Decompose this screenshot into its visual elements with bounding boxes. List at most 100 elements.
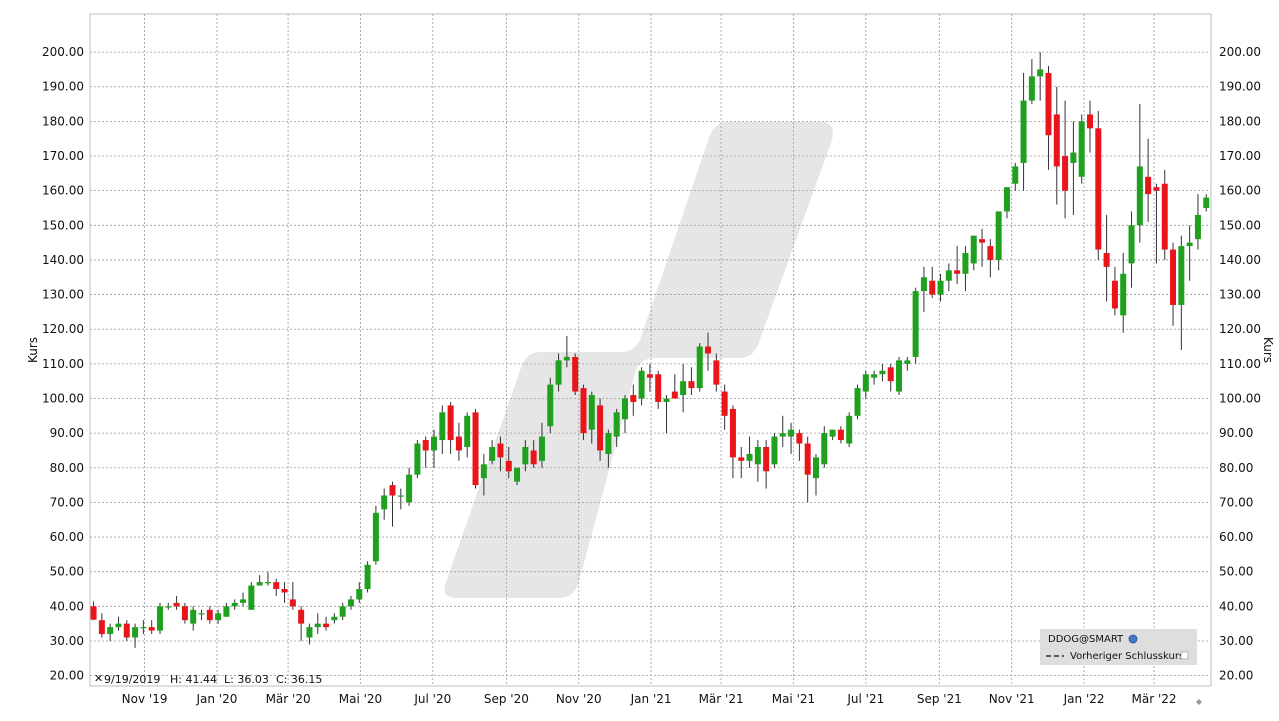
candle-body-up [605, 433, 612, 454]
candle [671, 374, 678, 399]
candle [190, 606, 197, 631]
scroll-right-arrow-icon[interactable] [1196, 699, 1202, 705]
candle-body-up [406, 474, 413, 503]
candle [538, 422, 545, 468]
candle-body-up [314, 623, 321, 628]
candle [1070, 121, 1077, 215]
candle-body-down [954, 270, 961, 274]
candle [1120, 253, 1127, 333]
candle [970, 235, 977, 271]
candle [289, 582, 296, 610]
candles-group [90, 52, 1210, 648]
y-tick-label: 150.00 [42, 218, 84, 232]
candle-body-up [588, 395, 595, 430]
candle [397, 488, 404, 510]
candle [705, 332, 712, 371]
candle [356, 582, 363, 603]
candle-body-up [1028, 76, 1035, 101]
candle-body-up [347, 599, 354, 607]
candle-body-up [431, 436, 438, 451]
y-tick-label: 70.00 [1219, 495, 1253, 509]
candle-body-up [381, 495, 388, 510]
y-tick-label: 170.00 [1219, 149, 1261, 163]
x-tick-label: Nov '19 [122, 692, 168, 706]
candle [372, 505, 379, 565]
candle-body-up [364, 564, 371, 590]
candle [829, 429, 836, 441]
candle [1020, 72, 1027, 191]
y-tick-label: 50.00 [50, 565, 84, 579]
candle [771, 433, 778, 468]
plot-frame [89, 13, 1212, 687]
y-tick-label: 200.00 [42, 45, 84, 59]
candle-body-down [206, 609, 213, 621]
candle-body-down [804, 443, 811, 475]
candle [1178, 235, 1185, 350]
candle-body-up [896, 360, 903, 392]
candle [688, 367, 695, 396]
candle-body-up [821, 433, 828, 465]
candle-body-up [912, 291, 919, 357]
candle [115, 616, 122, 631]
candle [132, 623, 139, 648]
y-tick-label: 20.00 [1219, 669, 1253, 683]
candle-body-up [156, 606, 163, 631]
candle [879, 363, 886, 382]
candle-body-up [862, 374, 869, 392]
y-tick-label: 190.00 [1219, 80, 1261, 94]
candle-body-down [572, 356, 579, 392]
candle-body-up [970, 235, 977, 264]
y-tick-label: 40.00 [50, 599, 84, 613]
candle [1136, 104, 1143, 243]
candle [796, 429, 803, 461]
close-x-icon[interactable]: ✕ [94, 672, 103, 685]
candle [1111, 266, 1118, 316]
candle-body-up [1203, 197, 1210, 208]
candle-body-up [846, 415, 853, 444]
x-tick-label: Jul '20 [413, 692, 451, 706]
candle-body-up [248, 585, 255, 610]
candle [480, 453, 487, 496]
candle-body-up [1078, 121, 1085, 177]
candle-body-down [721, 391, 728, 416]
candle-body-up [613, 412, 620, 437]
x-tick-label: Nov '21 [989, 692, 1035, 706]
globe-icon[interactable] [1128, 634, 1138, 644]
candle-body-down [389, 485, 396, 496]
candle-body-up [563, 356, 570, 361]
candle-body-up [547, 384, 554, 427]
candle [140, 620, 147, 635]
candle [206, 606, 213, 624]
candle [414, 440, 421, 479]
candle [837, 426, 844, 444]
candle-body-down [705, 346, 712, 354]
candle-body-up [995, 211, 1002, 260]
checkbox-icon[interactable] [1180, 651, 1189, 660]
candle [489, 440, 496, 465]
candle-body-up [1136, 166, 1143, 226]
candle [821, 426, 828, 468]
candle-body-down [1145, 176, 1152, 195]
candle [572, 353, 579, 396]
y-tick-label: 130.00 [1219, 288, 1261, 302]
candle [173, 595, 180, 610]
candle [995, 211, 1002, 271]
candle [987, 239, 994, 278]
candle-body-up [414, 443, 421, 475]
candle-body-up [215, 613, 222, 621]
y-tick-label: 140.00 [1219, 253, 1261, 267]
candle-body-up [962, 253, 969, 274]
candle-body-up [514, 467, 521, 482]
x-tick-label: Sep '21 [917, 692, 962, 706]
candle [962, 246, 969, 292]
candle-body-up [696, 346, 703, 389]
candle [422, 436, 429, 468]
candle-body-up [920, 277, 927, 292]
candle-body-down [422, 440, 429, 451]
candle [563, 336, 570, 368]
candle [680, 363, 687, 413]
candle [472, 408, 479, 489]
candle-body-up [115, 623, 122, 628]
candle [231, 599, 238, 610]
candle [846, 412, 853, 447]
